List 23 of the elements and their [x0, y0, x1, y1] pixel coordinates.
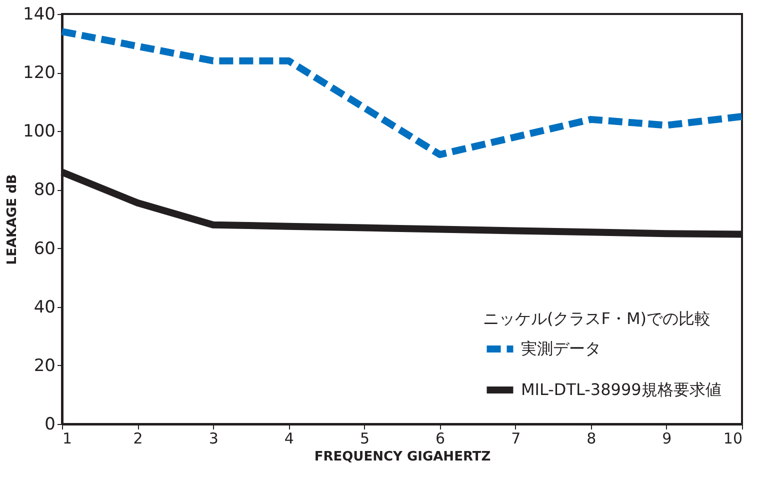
- y-tick-label: 60: [34, 238, 56, 259]
- legend-label: 実測データ: [521, 339, 601, 358]
- y-tick-label: 100: [23, 122, 56, 142]
- y-axis-title: LEAKAGE dB: [5, 174, 20, 265]
- legend-title: ニッケル(クラスF・M)での比較: [483, 309, 710, 328]
- y-tick-label: 0: [44, 414, 56, 434]
- x-tick-label: 6: [436, 430, 446, 448]
- y-tick-label: 140: [23, 4, 56, 24]
- x-tick-label: 8: [586, 430, 596, 448]
- x-tick-label: 9: [662, 430, 672, 448]
- x-tick-label: 10: [723, 430, 742, 448]
- x-axis-title: FREQUENCY GIGAHERTZ: [314, 450, 491, 464]
- y-tick-label: 80: [34, 180, 56, 200]
- x-tick-label: 3: [208, 430, 218, 448]
- y-tick-label: 20: [34, 356, 56, 376]
- y-tick-label: 40: [34, 297, 56, 318]
- x-tick-label: 5: [360, 430, 370, 448]
- y-tick-label: 120: [23, 63, 56, 84]
- x-tick-label: 4: [284, 430, 294, 448]
- legend-label: MIL-DTL-38999規格要求値: [521, 380, 722, 399]
- x-tick-label: 2: [133, 430, 143, 448]
- x-tick-label: 1: [62, 430, 72, 448]
- x-tick-label: 7: [511, 430, 521, 448]
